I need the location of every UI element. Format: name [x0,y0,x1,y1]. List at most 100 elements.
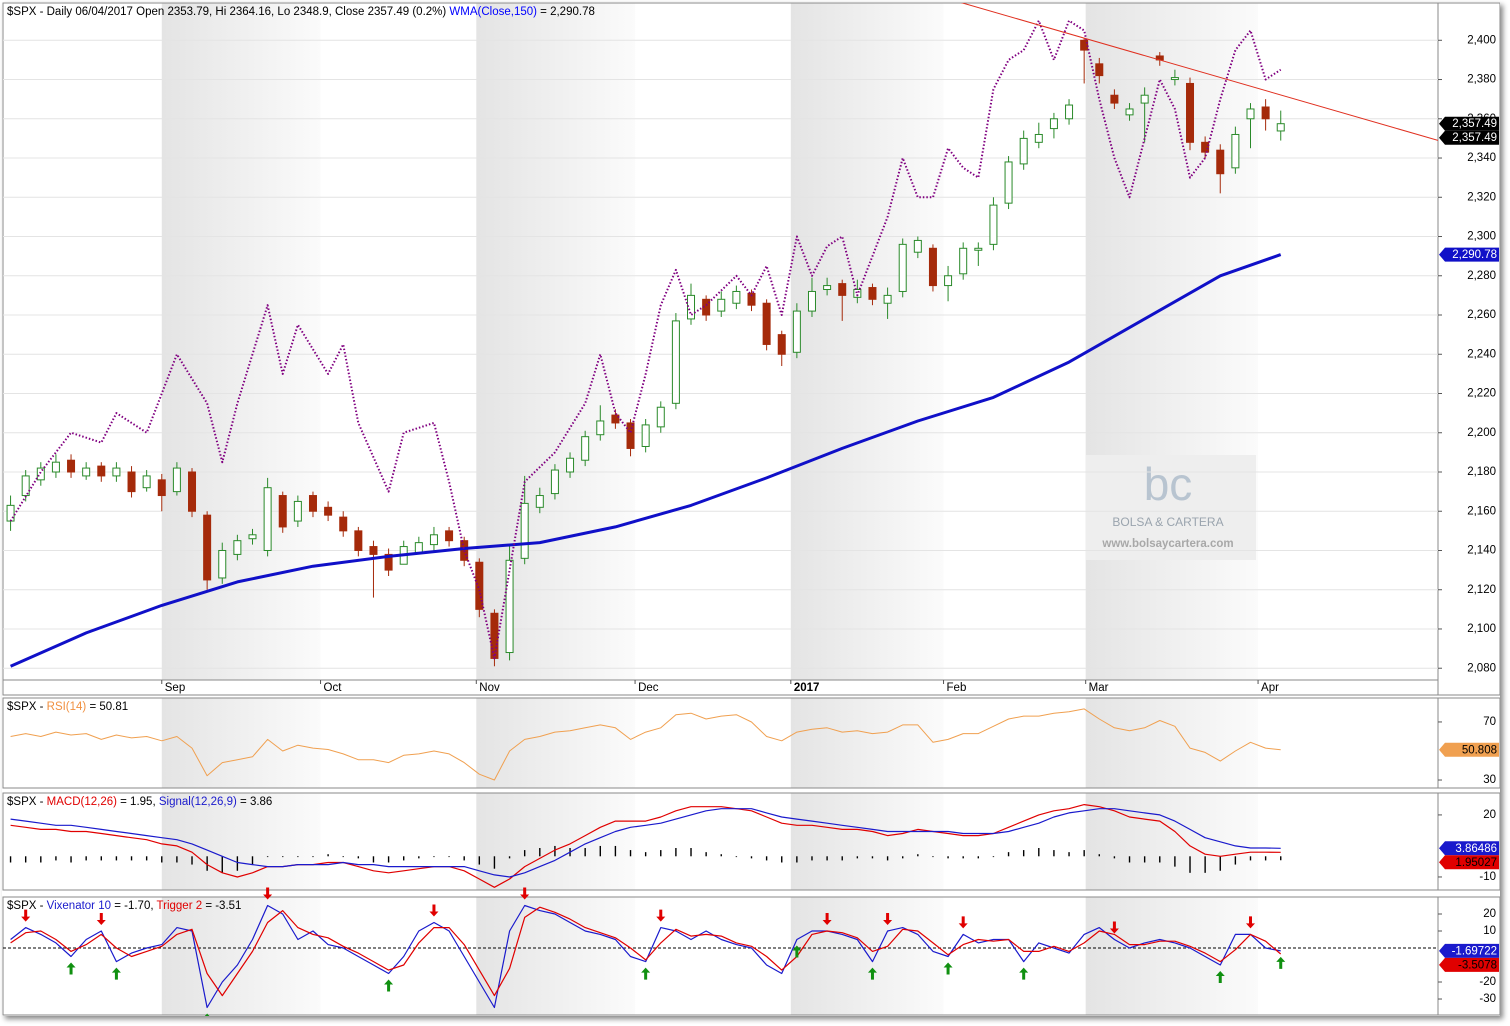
buy-arrow [384,979,394,992]
candle-body [1049,118,1058,130]
histogram-bar [24,856,27,863]
candle-body [626,422,635,449]
month-shade [1085,698,1259,788]
series-line [10,808,1281,878]
histogram-bar [357,856,360,859]
histogram-bar [463,856,465,861]
candle-body [974,247,983,251]
histogram-bar [1189,856,1191,873]
histogram-bar [811,856,813,861]
candle-body [475,561,484,610]
buy-arrow [1019,967,1029,980]
candle-body [1261,106,1270,120]
candle-body [339,516,348,532]
candle-body [172,467,181,493]
background [161,3,1259,1015]
month-shade [161,3,321,680]
histogram-bar [871,856,874,859]
header-part: = 50.81 [86,701,128,713]
y-tick-label: 2,380 [1467,74,1496,86]
histogram-bar [478,856,481,865]
panel: 70 30 $SPX - RSI(14) = 50.81 50.808 [2,697,1501,789]
watermark-url: www.bolsaycartera.com [1101,538,1233,550]
candle-body [1201,141,1210,153]
histogram-bar [1249,856,1252,861]
candle-body [263,487,272,551]
histogram-bar [705,852,707,857]
y-tick-label: -20 [1479,976,1496,988]
x-tick-label: Apr [1261,682,1279,694]
watermark: bc BOLSA & CARTERA www.bolsaycartera.com [1086,455,1256,560]
histogram-bar [372,856,375,863]
y-tick-label: 2,120 [1467,584,1496,596]
candle-body [611,414,620,424]
histogram-bar [1007,852,1010,857]
candle-body [278,495,287,528]
histogram-bar [266,856,269,858]
candle-body [566,457,575,473]
candle-body [112,467,121,477]
y-tick-label: 2,280 [1467,270,1496,282]
y-tick-label: 2,240 [1467,348,1496,360]
month-shade [161,897,321,1015]
candle-body [445,530,454,542]
panel: 20 10 -20 -30 $SPX - Vixenator 10 = -1.70, T… [2,887,1501,1026]
histogram-bar [418,856,420,859]
y-tick-label: 2,260 [1467,309,1496,321]
candle-body [747,292,756,306]
candle-body [1065,104,1074,120]
histogram-bar [493,856,496,869]
series-line [9,253,1282,668]
histogram-bar [977,856,980,859]
header-part: Vixenator 10 [47,900,111,912]
value-box-label: 1.95027 [1455,857,1497,869]
histogram-bar [1022,850,1025,857]
sell-arrow [656,909,666,922]
header-part: RSI(14) [47,701,87,713]
plot-area [6,3,1438,668]
histogram-bar [1113,856,1116,859]
series-line [10,708,1281,781]
header-part: = -1.70, [111,900,157,912]
buy-arrow [867,967,877,980]
candle-body [1034,133,1043,143]
value-box [1439,855,1499,870]
month-shade [1085,897,1259,1015]
histogram-bar [675,848,677,857]
header-part: $SPX - [7,900,47,912]
y-tick-label: 2,300 [1467,231,1496,243]
panel: 20 -10 $SPX - MACD(12,26) = 1.95, Signal(1… [2,792,1501,891]
candle-body [762,302,771,345]
value-box-label: 2,357.49 [1452,118,1497,130]
x-tick-label: Sep [165,682,185,694]
histogram-bar [251,856,254,865]
plot-area [9,804,1282,888]
histogram-bar [1053,850,1055,857]
histogram-bar [55,856,57,861]
candle-body [369,546,378,555]
value-box [1439,742,1499,757]
histogram-bar [403,856,405,861]
histogram-bar [1083,850,1085,857]
watermark-logo: bc [1144,458,1193,510]
candle-body [293,500,302,522]
histogram-bar [932,856,934,858]
panel-header: $SPX - Vixenator 10 = -1.70, Trigger 2 =… [7,900,241,912]
histogram-bar [554,845,556,857]
candle-body [233,540,242,555]
candle-body [777,334,786,355]
histogram-bar [917,854,919,857]
histogram-bar [448,856,450,858]
buy-arrow [1215,971,1225,984]
month-shade [476,3,636,680]
y-tick-label: 20 [1483,809,1496,821]
month-shade [790,698,944,788]
value-box-label: -1.69722 [1452,945,1497,957]
candle-body [97,465,106,477]
y-tick-label: 2,100 [1467,623,1496,635]
histogram-bar [327,854,329,857]
x-tick-label: Feb [947,682,967,694]
buy-arrow [1276,956,1286,969]
panel-header: $SPX - Daily 06/04/2017 Open 2353.79, Hi… [7,6,595,18]
y-tick-label: 70 [1483,716,1496,728]
